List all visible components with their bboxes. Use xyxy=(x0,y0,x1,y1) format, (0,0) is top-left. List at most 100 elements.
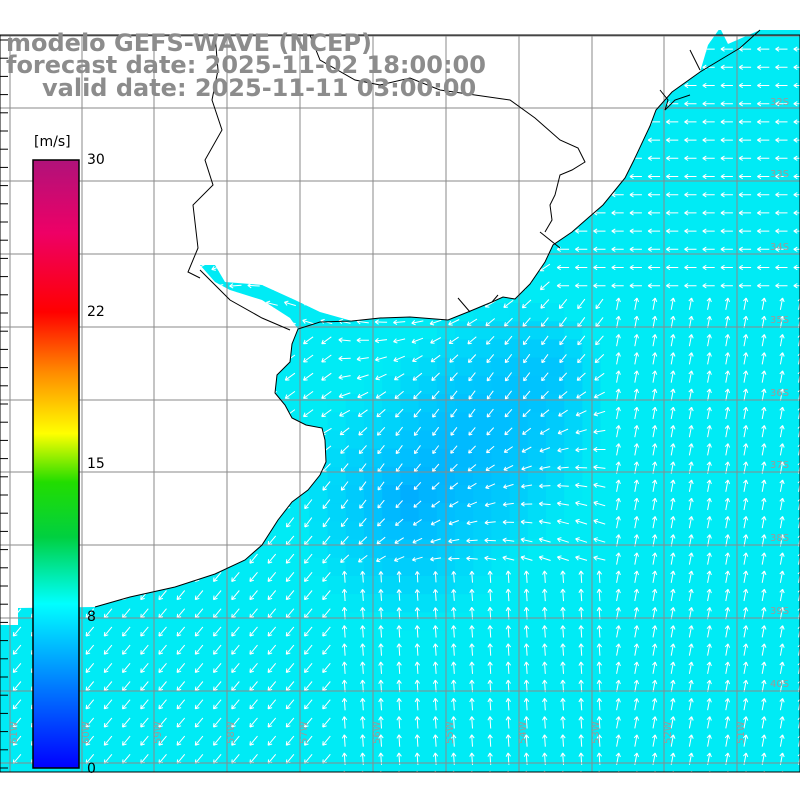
wind-arrow xyxy=(432,679,439,693)
wind-arrow xyxy=(779,315,785,329)
wind-arrow xyxy=(761,352,767,365)
wind-speed-cell xyxy=(200,303,219,322)
wind-arrow xyxy=(557,537,569,543)
wind-speed-cell xyxy=(527,594,547,613)
wind-arrow xyxy=(429,191,442,197)
wind-arrow xyxy=(265,447,278,453)
wind-speed-cell xyxy=(637,266,656,286)
wind-speed-cell xyxy=(637,557,656,577)
wind-arrow xyxy=(670,297,676,310)
wind-speed-cell xyxy=(655,48,674,67)
wind-arrow xyxy=(395,445,403,455)
wind-arrow xyxy=(449,463,458,472)
wind-arrow xyxy=(615,698,621,711)
wind-arrow xyxy=(68,773,76,782)
wind-speed-cell xyxy=(254,466,274,486)
wind-arrow xyxy=(322,499,331,510)
wind-arrow xyxy=(304,644,313,655)
wind-speed-cell xyxy=(200,339,219,359)
wind-speed-cell xyxy=(109,102,128,122)
wind-arrow xyxy=(84,390,95,399)
wind-arrow xyxy=(633,734,640,747)
wind-arrow xyxy=(541,354,549,364)
wind-arrow xyxy=(761,607,767,620)
wind-speed-cell xyxy=(546,539,565,559)
wind-arrow xyxy=(593,283,606,289)
wind-speed-cell xyxy=(473,466,492,486)
wind-speed-cell xyxy=(418,157,438,177)
wind-arrow xyxy=(743,516,749,529)
wind-arrow xyxy=(447,209,460,216)
wind-arrow xyxy=(761,570,767,583)
wind-speed-cell xyxy=(673,121,693,140)
wind-arrow xyxy=(575,64,588,70)
wind-arrow xyxy=(469,734,475,747)
wind-speed-cell xyxy=(455,193,474,213)
wind-arrow xyxy=(539,281,550,291)
wind-arrow xyxy=(615,552,621,565)
wind-speed-cell xyxy=(273,266,292,286)
wind-arrow xyxy=(523,716,530,729)
wind-speed-cell xyxy=(764,193,784,213)
wind-speed-cell xyxy=(200,212,219,231)
wind-arrow xyxy=(102,372,114,381)
wind-arrow xyxy=(505,716,512,729)
wind-speed-cell xyxy=(400,758,420,772)
wind-speed-cell xyxy=(709,175,729,195)
wind-arrow xyxy=(285,135,295,146)
wind-arrow xyxy=(447,119,460,125)
wind-arrow xyxy=(85,244,94,255)
wind-arrow xyxy=(560,625,566,638)
colorbar xyxy=(32,159,80,769)
wind-speed-cell xyxy=(637,630,656,650)
wind-arrow xyxy=(304,571,313,582)
longitude-label: 60W xyxy=(81,721,92,744)
wind-arrow xyxy=(211,465,224,471)
wind-arrow xyxy=(720,137,733,143)
wind-arrow xyxy=(138,118,151,126)
wind-speed-cell xyxy=(145,466,165,486)
wind-speed-cell xyxy=(764,357,784,377)
wind-speed-cell xyxy=(109,321,128,340)
wind-speed-cell xyxy=(527,139,547,158)
wind-arrow xyxy=(229,265,242,271)
wind-arrow xyxy=(231,535,240,546)
wind-arrow xyxy=(743,716,749,729)
wind-speed-cell xyxy=(564,66,583,86)
wind-arrow xyxy=(633,570,640,583)
wind-arrow xyxy=(576,372,586,381)
wind-arrow xyxy=(120,318,132,326)
wind-speed-cell xyxy=(218,466,238,486)
wind-arrow xyxy=(688,534,694,547)
wind-speed-cell xyxy=(163,394,183,413)
wind-arrow xyxy=(249,135,258,146)
wind-arrow xyxy=(340,517,349,528)
wind-speed-cell xyxy=(200,485,219,504)
wind-speed-cell xyxy=(709,357,729,377)
wind-arrow xyxy=(357,391,369,399)
wind-arrow xyxy=(502,118,515,124)
wind-arrow xyxy=(83,446,96,452)
wind-speed-cell xyxy=(182,193,201,213)
wind-speed-cell xyxy=(309,758,329,772)
wind-arrow xyxy=(450,445,458,454)
wind-arrow xyxy=(575,555,588,561)
wind-arrow xyxy=(724,406,731,420)
wind-arrow xyxy=(285,626,295,637)
wind-arrow xyxy=(575,101,588,107)
wind-arrow xyxy=(393,373,405,381)
wind-arrow xyxy=(12,262,22,273)
wind-speed-cell xyxy=(109,594,128,613)
wind-arrow xyxy=(430,337,442,344)
wind-speed-cell xyxy=(400,212,420,231)
wind-speed-cell xyxy=(564,266,583,286)
wind-arrow xyxy=(284,463,296,472)
wind-arrow xyxy=(11,210,23,217)
wind-arrow xyxy=(647,101,661,107)
wind-arrow xyxy=(122,207,131,219)
wind-arrow xyxy=(652,716,658,729)
wind-arrow xyxy=(138,446,151,452)
wind-arrow xyxy=(265,228,278,235)
wind-arrow xyxy=(12,571,22,582)
wind-arrow xyxy=(13,298,22,310)
